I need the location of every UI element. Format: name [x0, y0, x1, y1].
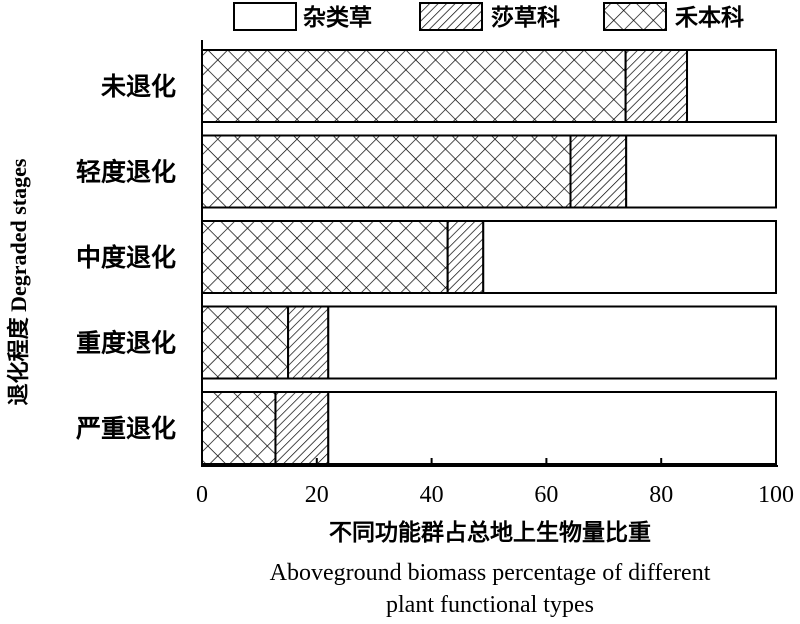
x-tick-label-5: 100 — [758, 482, 794, 508]
x-axis-title-en-line1: Aboveground biomass percentage of differ… — [270, 560, 711, 586]
legend-label-grasses: 禾本科 — [675, 5, 744, 31]
bar-segment-1-1 — [569, 134, 628, 209]
bar-segment-3-1 — [287, 305, 330, 380]
x-tick-label-2: 40 — [420, 482, 444, 508]
bar-segment-4-0 — [201, 391, 277, 465]
legend-item-forbs: 杂类草 — [233, 2, 372, 31]
legend-item-sedges: 莎草科 — [419, 2, 560, 31]
bar-segment-2-1 — [446, 220, 485, 294]
bar-segment-2-0 — [201, 220, 449, 294]
y-axis-title: 退化程度 Degraded stages — [6, 158, 31, 405]
legend-swatch-forbs — [233, 2, 297, 31]
x-axis-title-cn: 不同功能群占总地上生物量比重 — [329, 519, 651, 546]
x-tick-label-4: 80 — [649, 482, 673, 508]
category-label-3: 重度退化 — [76, 329, 176, 358]
bar-segment-4-1 — [274, 391, 330, 465]
category-label-2: 中度退化 — [76, 243, 176, 272]
legend-label-forbs: 杂类草 — [303, 5, 372, 31]
bar-segment-0-2 — [686, 49, 778, 123]
bar-segment-0-1 — [624, 49, 689, 123]
bar-segment-3-2 — [327, 305, 777, 380]
x-tick-label-0: 0 — [196, 482, 208, 508]
x-tick-label-1: 20 — [305, 482, 329, 508]
bar-segment-3-0 — [201, 305, 290, 380]
category-label-4: 严重退化 — [76, 414, 176, 443]
legend-swatch-grasses — [603, 2, 667, 31]
bar-segment-0-0 — [201, 49, 627, 123]
legend-swatch-sedges — [419, 2, 483, 31]
legend-item-grasses: 禾本科 — [603, 2, 744, 31]
x-tick-label-3: 60 — [534, 482, 558, 508]
legend: 杂类草 莎草科 禾本科 — [233, 2, 744, 31]
bar-segment-1-2 — [625, 134, 777, 209]
bar-segment-1-0 — [201, 134, 572, 209]
bar-segment-4-2 — [327, 391, 777, 465]
category-label-1: 轻度退化 — [76, 158, 176, 187]
x-ticks: 0 20 40 60 80 100 — [196, 458, 794, 508]
bars — [201, 49, 778, 465]
bar-segment-2-2 — [482, 220, 777, 294]
legend-label-sedges: 莎草科 — [491, 5, 560, 31]
x-axis-title-en-line2: plant functional types — [386, 592, 594, 618]
category-label-0: 未退化 — [101, 72, 176, 101]
